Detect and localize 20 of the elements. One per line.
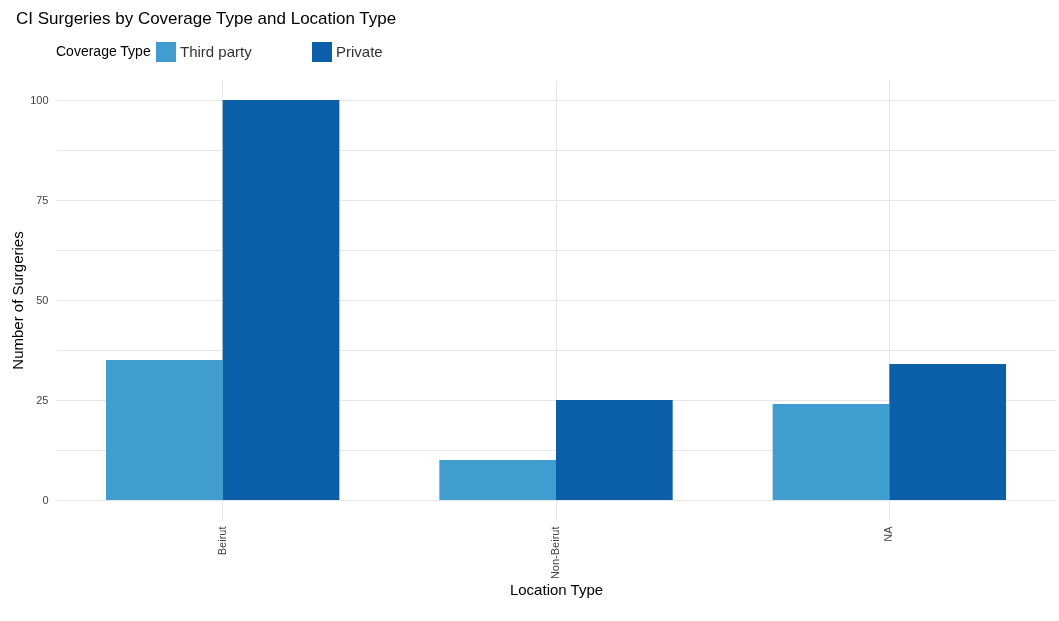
y-tick-label: 0 — [42, 493, 49, 506]
y-tick-label: 50 — [36, 293, 49, 306]
legend-label: Third party — [180, 43, 253, 60]
x-axis-title: Location Type — [509, 581, 604, 599]
x-tick-label: Non-Beirut — [549, 526, 561, 580]
legend-title: Coverage Type — [56, 43, 151, 59]
y-tick-label: 100 — [30, 93, 49, 106]
bar — [439, 460, 556, 500]
x-tick-label: Beirut — [215, 526, 228, 556]
bar — [772, 404, 890, 500]
y-tick-label: 75 — [36, 193, 49, 206]
bar — [889, 364, 1006, 500]
legend-label: Private — [336, 43, 383, 60]
bar — [556, 400, 673, 500]
y-axis-title: Number of Surgeries — [9, 231, 27, 370]
bar — [106, 360, 223, 500]
x-tick-label: NA — [882, 525, 895, 542]
y-tick-label: 25 — [36, 393, 49, 406]
bar — [222, 100, 340, 500]
chart-title: CI Surgeries by Coverage Type and Location Type — [16, 9, 397, 28]
